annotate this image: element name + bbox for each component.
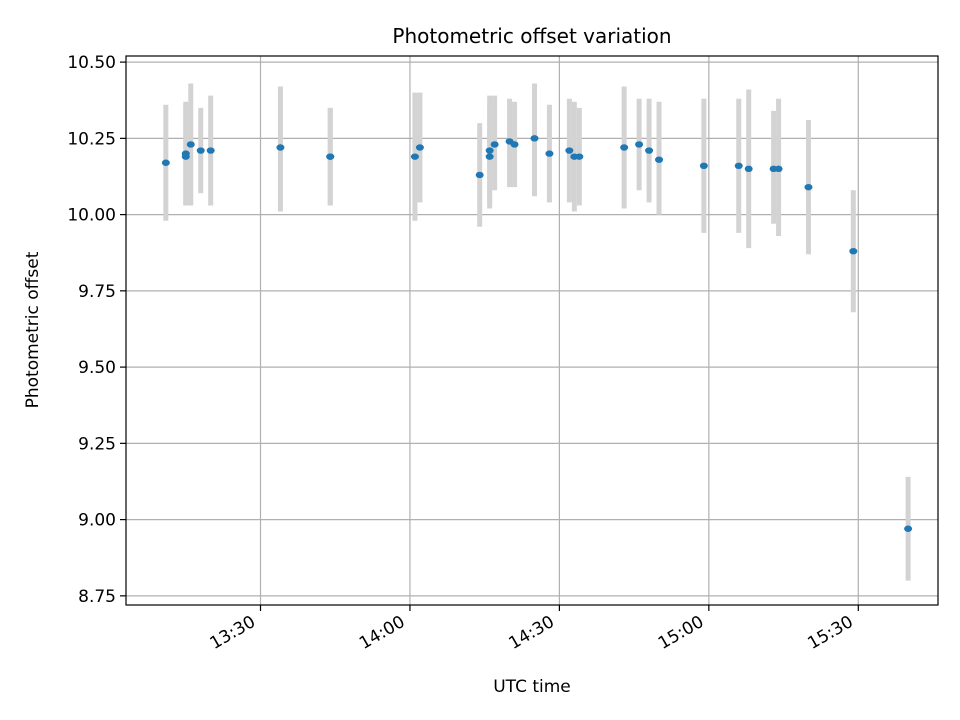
y-tick-label: 9.50 [78,358,116,378]
chart-title: Photometric offset variation [392,24,671,48]
y-tick-label: 10.00 [67,206,116,226]
data-point [476,172,484,178]
figure-background [0,0,960,720]
y-axis-title: Photometric offset [23,251,43,408]
data-point [700,163,708,169]
data-point [187,141,195,147]
offset-chart: 13:30 14:00 14:30 15:00 15:30 8.759.009.259.… [0,0,960,720]
data-point [849,248,857,254]
data-point [775,166,783,172]
data-point [735,163,743,169]
data-point [197,147,205,153]
data-point [745,166,753,172]
y-tick-label: 9.25 [78,434,116,454]
data-point [645,147,653,153]
y-tick-label: 10.25 [67,129,116,149]
data-point [804,184,812,190]
data-point [904,526,912,532]
data-point [620,144,628,150]
data-point [416,144,424,150]
data-point [486,147,494,153]
data-point [575,153,583,159]
x-axis-title: UTC time [493,677,571,697]
data-point [182,153,190,159]
data-point [486,153,494,159]
data-point [635,141,643,147]
data-point [565,147,573,153]
data-point [491,141,499,147]
data-point [411,153,419,159]
data-point [162,160,170,166]
data-point [530,135,538,141]
data-point [326,153,334,159]
y-tick-label: 9.75 [78,282,116,302]
data-point [655,157,663,163]
data-point [276,144,284,150]
data-point [511,141,519,147]
y-tick-label: 8.75 [78,587,116,607]
y-tick-label: 9.00 [78,511,116,531]
data-point [207,147,215,153]
y-tick-label: 10.50 [67,53,116,73]
data-point [545,150,553,156]
